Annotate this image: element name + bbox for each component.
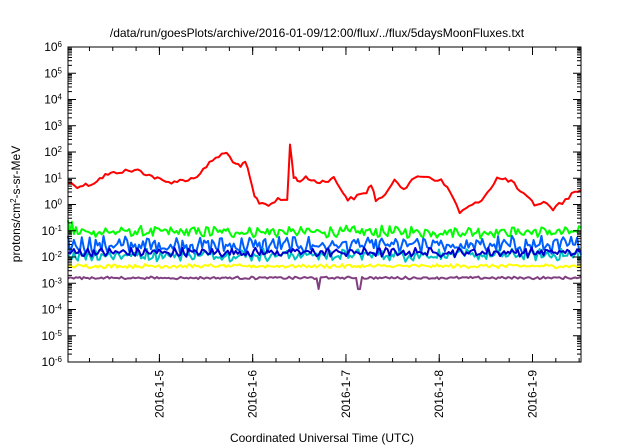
y-tick-base: 10	[44, 93, 58, 107]
chart-title: /data/run/goesPlots/archive/2016-01-09/1…	[110, 26, 525, 40]
y-tick-exponent: -6	[55, 355, 63, 364]
y-tick-base: 10	[42, 303, 56, 317]
y-tick-label: 10-3	[42, 276, 63, 291]
y-tick-label: 10-1	[42, 223, 63, 238]
x-axis-label: Coordinated Universal Time (UTC)	[230, 431, 414, 445]
y-axis-label-suffix: -s-sr-MeV	[9, 146, 23, 199]
y-axis-label-prefix: protons/cm	[9, 203, 23, 262]
y-tick-label: 102	[44, 145, 62, 160]
y-axis: 10610510410310210110010-110-210-310-410-…	[42, 40, 581, 370]
y-tick-exponent: 1	[58, 171, 63, 180]
y-tick-base: 10	[42, 276, 56, 290]
y-tick-exponent: -5	[55, 328, 63, 337]
y-tick-label: 10-4	[42, 302, 63, 317]
x-tick-label: 2016-1-7	[339, 370, 353, 418]
y-tick-label: 100	[44, 197, 62, 212]
series-line-6	[67, 275, 582, 291]
y-tick-exponent: 2	[58, 145, 63, 154]
y-tick-exponent: -1	[55, 223, 63, 232]
y-tick-base: 10	[44, 119, 58, 133]
series-line-1	[67, 220, 582, 240]
series-line-0	[67, 143, 582, 215]
plot-series	[67, 143, 582, 291]
y-tick-exponent: -2	[55, 250, 63, 259]
y-tick-exponent: 6	[58, 40, 63, 49]
y-axis-label: protons/cm2-s-sr-MeV	[9, 146, 24, 262]
y-tick-label: 10-6	[42, 355, 63, 370]
y-tick-exponent: 5	[58, 66, 63, 75]
series-line-4	[67, 246, 582, 259]
series-line-5	[67, 263, 582, 270]
x-tick-label: 2016-1-5	[152, 370, 166, 418]
y-tick-exponent: 4	[58, 92, 63, 101]
y-tick-base: 10	[44, 145, 58, 159]
y-tick-label: 10-5	[42, 328, 63, 343]
y-tick-label: 106	[44, 40, 62, 55]
y-tick-base: 10	[44, 198, 58, 212]
y-tick-label: 104	[44, 92, 62, 107]
y-tick-base: 10	[42, 355, 56, 369]
x-axis: 2016-1-5 2016-1-6 2016-1-7 2016-1-8 2016-1-9	[88, 47, 580, 418]
x-tick-label: 2016-1-6	[246, 370, 260, 418]
y-tick-base: 10	[42, 250, 56, 264]
plot-frame	[67, 46, 582, 363]
y-tick-base: 10	[44, 66, 58, 80]
y-tick-base: 10	[44, 171, 58, 185]
series-line-2	[67, 234, 582, 257]
y-tick-exponent: -3	[55, 276, 63, 285]
x-tick-label: 2016-1-8	[432, 370, 446, 418]
y-tick-label: 103	[44, 118, 62, 133]
y-tick-base: 10	[42, 329, 56, 343]
y-tick-exponent: 3	[58, 118, 63, 127]
y-tick-base: 10	[42, 224, 56, 238]
y-tick-label: 101	[44, 171, 62, 186]
y-tick-label: 105	[44, 66, 62, 81]
x-tick-label: 2016-1-9	[525, 370, 539, 418]
y-tick-exponent: 0	[58, 197, 63, 206]
y-axis-label-sup: 2	[9, 198, 18, 203]
y-tick-label: 10-2	[42, 250, 63, 265]
y-tick-base: 10	[44, 40, 58, 54]
y-tick-exponent: -4	[55, 302, 63, 311]
